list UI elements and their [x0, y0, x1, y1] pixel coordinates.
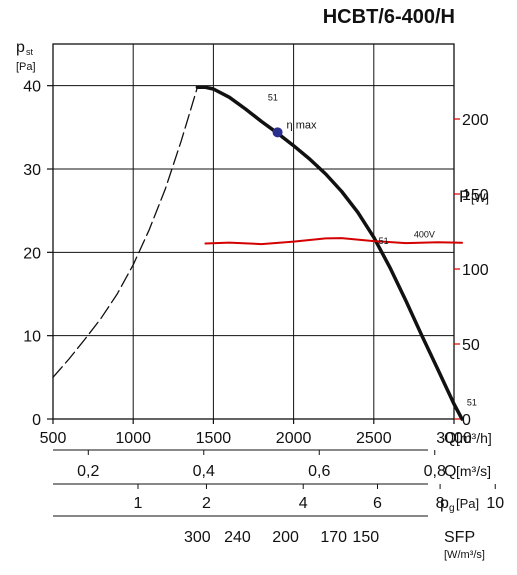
x-tick-label: 500 [40, 430, 67, 447]
curve-label: 51 [379, 236, 389, 246]
y-left-label: p [16, 39, 25, 56]
eta-max-point [272, 127, 283, 138]
x-tick-label: 3000 [436, 430, 472, 447]
sfp-tick-label: 240 [224, 529, 251, 546]
y-right-tick-label: 200 [462, 112, 489, 129]
y-right-unit: [W] [471, 191, 489, 205]
pg-label-sub: g [449, 503, 455, 514]
pg-tick-label: 8 [436, 495, 445, 512]
y-left-tick-label: 40 [23, 79, 41, 96]
y-left-label-sub: st [26, 47, 34, 57]
sfp-tick-label: 170 [320, 529, 347, 546]
sfp-unit: [W/m³/s] [444, 549, 485, 561]
x-tick-label: 2500 [356, 430, 392, 447]
pg-tick-label: 4 [299, 495, 308, 512]
curve-label: 51 [268, 93, 278, 103]
y-left-tick-label: 10 [23, 329, 41, 346]
sfp-tick-label: 200 [272, 529, 299, 546]
flow-m3s-tick-label: 0,8 [424, 463, 446, 480]
x-tick-label: 2000 [276, 430, 312, 447]
x-tick-label: 1000 [115, 430, 151, 447]
pg-tick-label: 2 [202, 495, 211, 512]
y-right-tick-label: 50 [462, 337, 480, 354]
flow-m3s-tick-label: 0,4 [193, 463, 215, 480]
plot-frame [52, 43, 455, 420]
flow-m3s-label: Q [444, 463, 456, 480]
x-unit: [m³/h] [456, 430, 492, 446]
y-left-tick-label: 0 [32, 412, 41, 429]
pg-tick-label: 6 [373, 495, 382, 512]
pg-tick-label: 1 [134, 495, 143, 512]
x-tick-label: 1500 [196, 430, 232, 447]
stall-region-dashed-curve [52, 86, 199, 378]
flow-m3s-tick-label: 0,6 [308, 463, 330, 480]
x-label: Q [444, 430, 456, 447]
sfp-label: SFP [444, 529, 475, 546]
pg-tick-label: 10 [486, 495, 504, 512]
y-right-tick-label: 0 [462, 412, 471, 429]
pressure-curve-51 [195, 85, 464, 421]
y-right-tick-label: 100 [462, 262, 489, 279]
y-right-tick-label: 150 [462, 187, 489, 204]
y-right-label: P [459, 187, 470, 206]
eta-max-label: η max [287, 119, 317, 131]
chart-title: HCBT/6-400/H [322, 6, 455, 28]
flow-m3s-unit: [m³/s] [456, 463, 491, 479]
flow-m3s-tick-label: 0,2 [77, 463, 99, 480]
power-curve-400v [204, 237, 463, 246]
sfp-tick-label: 150 [352, 529, 379, 546]
y-left-tick-label: 30 [23, 162, 41, 179]
pg-label: p [440, 495, 449, 512]
sfp-tick-label: 300 [184, 529, 211, 546]
power-curve-label: 400V [414, 230, 435, 240]
pg-unit: [Pa] [456, 496, 479, 511]
curve-label: 51 [467, 398, 477, 408]
y-left-tick-label: 20 [23, 245, 41, 262]
y-left-unit: [Pa] [16, 61, 36, 73]
